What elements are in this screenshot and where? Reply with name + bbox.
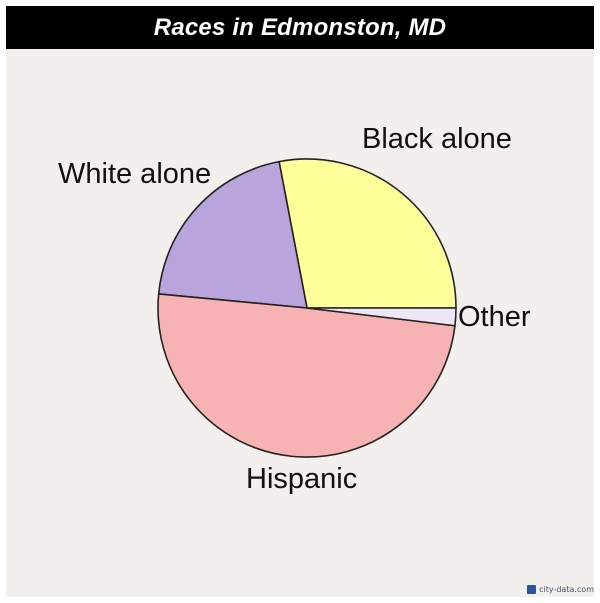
pie-slices [157,158,457,458]
chart-title: Races in Edmonston, MD [153,13,447,41]
slice-label-hispanic: Hispanic [246,463,357,495]
pie-chart: Black alone White alone Hispanic Other [58,123,531,495]
pie-labels: Black alone White alone Hispanic Other [58,123,531,495]
city-data-logo-icon [527,585,537,594]
slice-label-black-alone: Black alone [362,123,512,155]
title-bar: Races in Edmonston, MD [6,6,594,49]
pie-slice-white-alone [157,160,308,309]
watermark: city-data.com [527,584,594,595]
slice-label-other: Other [458,301,531,333]
watermark-text: city-data.com [539,585,594,594]
pie-slice-hispanic [157,293,456,458]
pie-slice-other [306,307,457,327]
chart-frame: Races in Edmonston, MD Black alone White … [6,6,594,597]
pie-slice-black-alone [278,158,457,309]
slice-label-white-alone: White alone [58,158,211,190]
